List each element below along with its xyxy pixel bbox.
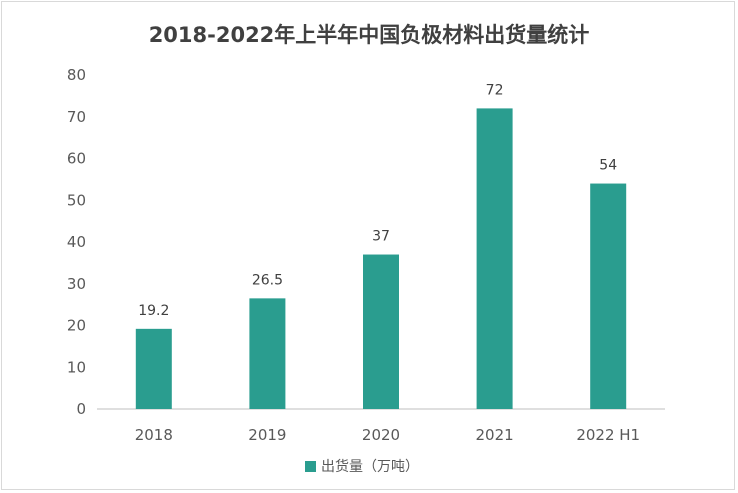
data-label: 19.2	[138, 303, 169, 319]
y-axis: 0 10 20 30 40 50 60 70 80	[67, 66, 86, 418]
data-label: 37	[372, 229, 390, 245]
y-tick-label: 70	[67, 108, 86, 126]
legend-swatch	[305, 461, 316, 472]
bar-2019	[249, 298, 286, 409]
y-tick-label: 0	[76, 400, 86, 418]
x-tick-label: 2022 H1	[576, 426, 640, 444]
bar-2022-h1	[590, 183, 627, 409]
y-tick-label: 30	[67, 275, 86, 293]
data-label: 54	[599, 158, 617, 174]
data-label: 72	[486, 82, 504, 98]
y-tick-label: 80	[67, 66, 86, 84]
y-tick-label: 10	[67, 358, 86, 376]
y-tick-label: 40	[67, 233, 86, 251]
data-label: 26.5	[252, 272, 283, 288]
legend: 出货量（万吨）	[305, 458, 419, 475]
data-labels: 19.2 26.5 37 72 54	[138, 82, 617, 318]
bar-2021	[476, 108, 513, 410]
x-tick-label: 2021	[476, 426, 514, 444]
x-tick-label: 2019	[248, 426, 286, 444]
chart-title: 2018-2022年上半年中国负极材料出货量统计	[149, 23, 590, 47]
y-tick-label: 20	[67, 317, 86, 335]
bars	[135, 108, 627, 410]
x-axis: 2018 2019 2020 2021 2022 H1	[135, 426, 640, 444]
x-tick-label: 2018	[135, 426, 173, 444]
legend-label: 出货量（万吨）	[321, 458, 419, 475]
y-tick-label: 60	[67, 150, 86, 168]
bar-2018	[135, 328, 172, 409]
bar-2020	[363, 254, 399, 409]
y-tick-label: 50	[67, 191, 86, 209]
x-tick-label: 2020	[362, 426, 400, 444]
